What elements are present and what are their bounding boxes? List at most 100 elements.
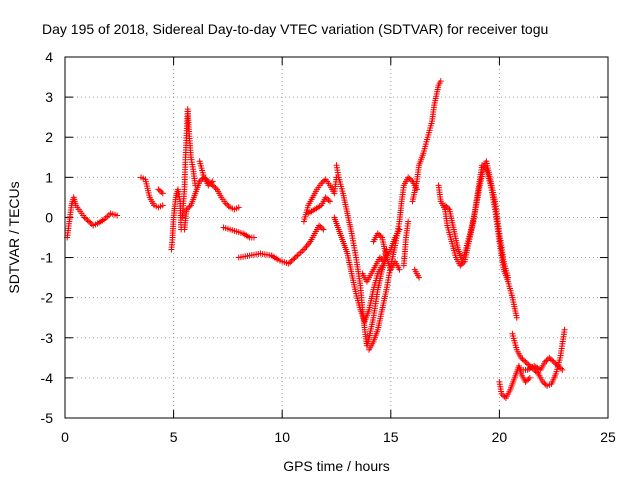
data-point [205, 182, 212, 189]
plot-frame [64, 56, 609, 419]
y-tick-label: 0 [45, 209, 53, 225]
data-point [159, 190, 166, 197]
data-point [519, 356, 526, 363]
data-point [222, 200, 229, 207]
data-point [198, 177, 205, 184]
y-tick-label: 4 [45, 49, 53, 65]
data-point [114, 212, 121, 219]
y-tick-label: 3 [45, 89, 53, 105]
y-tick-label: -4 [41, 370, 54, 386]
data-point [206, 181, 213, 188]
data-point [325, 197, 332, 204]
data-point [556, 364, 563, 371]
data-point [317, 223, 324, 230]
data-point [555, 362, 562, 369]
data-point [208, 179, 215, 186]
y-tick-label: -1 [41, 250, 54, 266]
x-tick-label: 0 [61, 429, 69, 445]
data-point [559, 366, 566, 373]
y-tick-label: -3 [41, 330, 54, 346]
data-point [185, 205, 192, 212]
data-point [374, 230, 381, 237]
data-point [209, 178, 216, 185]
data-point [457, 262, 464, 269]
data-point [196, 178, 203, 185]
data-point [505, 274, 512, 281]
data-point [543, 357, 550, 364]
data-point [416, 274, 423, 281]
tick-labels: 0 5 10 15 20 25 -5 -4 -3 -2 -1 0 1 2 3 4 [41, 49, 616, 445]
series-sdtvar [64, 78, 568, 401]
data-point [521, 357, 528, 364]
data-point [183, 206, 190, 213]
data-point [320, 226, 327, 233]
data-point [442, 202, 449, 209]
data-point [159, 202, 166, 209]
data-point [552, 360, 559, 367]
data-point [224, 201, 231, 208]
data-point [225, 203, 232, 210]
data-point [444, 205, 451, 212]
data-point [319, 225, 326, 232]
data-point [377, 233, 384, 240]
data-point [408, 177, 415, 184]
data-point [321, 177, 328, 184]
data-point [437, 78, 444, 85]
x-tick-label: 20 [492, 429, 508, 445]
data-point [550, 358, 557, 365]
data-point [523, 377, 530, 384]
data-point [561, 326, 568, 333]
data-point [553, 361, 560, 368]
data-point [501, 393, 508, 400]
data-point [541, 380, 548, 387]
data-point [156, 187, 163, 194]
data-point [396, 266, 403, 273]
y-tick-label: -2 [41, 290, 54, 306]
x-tick-label: 10 [274, 429, 290, 445]
x-axis-label: GPS time / hours [283, 458, 390, 474]
data-point [443, 203, 450, 210]
data-point [155, 186, 162, 193]
y-tick-label: 2 [45, 129, 53, 145]
data-point [546, 354, 553, 361]
x-tick-label: 15 [383, 429, 399, 445]
data-point [319, 179, 326, 186]
data-point [539, 378, 546, 385]
data-point [85, 218, 92, 225]
data-point [522, 358, 529, 365]
data-point [290, 256, 297, 263]
x-tick-label: 5 [170, 429, 178, 445]
y-tick-label: 1 [45, 169, 53, 185]
data-point [186, 203, 193, 210]
data-point [518, 354, 525, 361]
x-tick-label: 25 [600, 429, 616, 445]
data-point [288, 257, 295, 264]
data-point [376, 231, 383, 238]
data-point [522, 378, 529, 385]
data-point [376, 254, 383, 261]
data-point [324, 195, 331, 202]
data-point [525, 361, 532, 368]
data-point [158, 189, 165, 196]
data-point [549, 357, 556, 364]
data-point [513, 314, 520, 321]
data-point [406, 175, 413, 182]
data-point [405, 218, 412, 225]
data-point [212, 185, 219, 192]
data-point [523, 360, 530, 367]
data-point [526, 374, 533, 381]
data-series [64, 78, 568, 401]
data-point [322, 194, 329, 201]
data-point [525, 376, 532, 383]
data-point [292, 253, 299, 260]
data-point [287, 259, 294, 266]
data-point [211, 183, 218, 190]
data-point [498, 390, 505, 397]
data-point [291, 255, 298, 262]
y-axis-label: SDTVAR / TECUs [6, 181, 22, 293]
data-point [250, 234, 257, 241]
data-point [285, 260, 292, 267]
data-point [318, 180, 325, 187]
data-point [82, 215, 89, 222]
